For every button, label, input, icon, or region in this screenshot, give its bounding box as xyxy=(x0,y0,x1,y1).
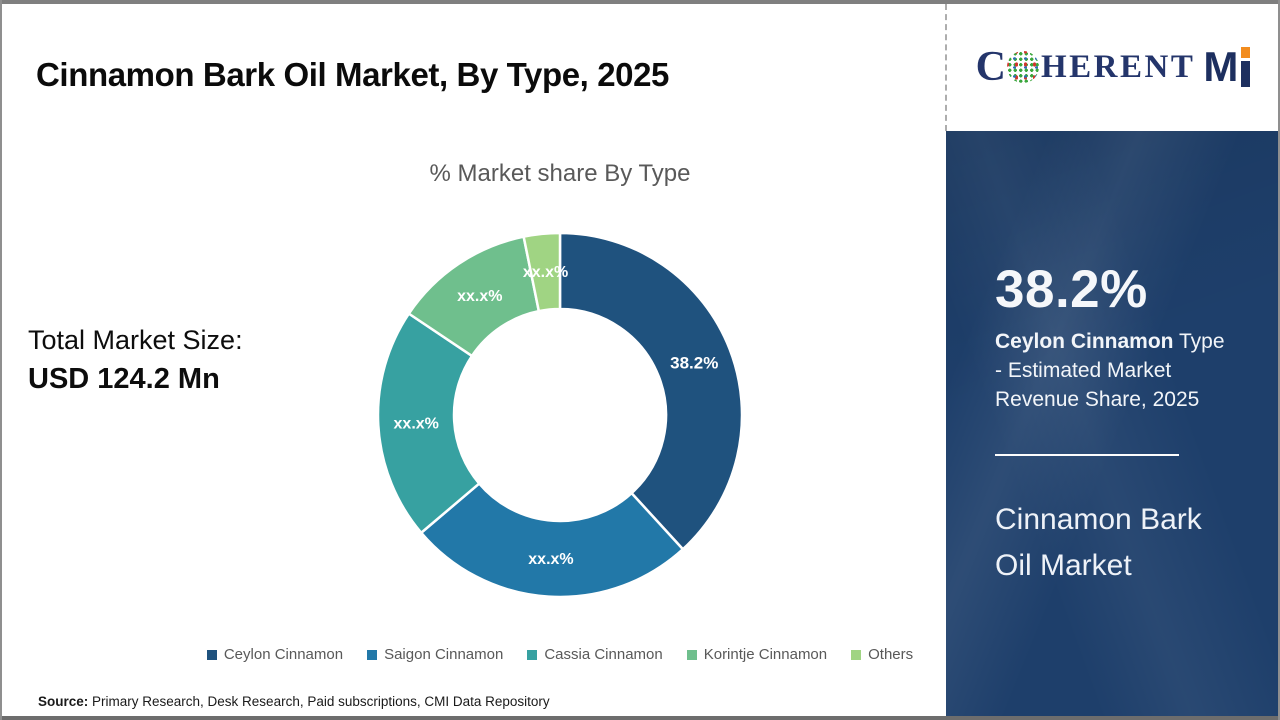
logo-letter-m: M xyxy=(1203,43,1239,90)
sidebar-stat-value: 38.2% xyxy=(995,260,1148,319)
donut-slice-ceylon-cinnamon xyxy=(558,231,744,551)
total-market-size-value: USD 124.2 Mn xyxy=(28,363,220,395)
sidebar-stat-description-bold: Ceylon Cinnamon xyxy=(995,330,1174,353)
legend-item-korintje-cinnamon: Korintje Cinnamon xyxy=(686,646,828,663)
legend-swatch-icon xyxy=(527,649,538,660)
legend-item-saigon-cinnamon: Saigon Cinnamon xyxy=(367,646,503,663)
dashed-divider xyxy=(945,4,947,131)
chart-title: % Market share By Type xyxy=(429,160,691,187)
logo-i-orange-segment xyxy=(1241,47,1251,58)
donut-chart: 38.2% xx.x% xx.x% xx.x% xx.x% xyxy=(370,225,750,605)
legend-item-ceylon-cinnamon: Ceylon Cinnamon xyxy=(206,646,344,663)
sidebar-stat-description: Ceylon Cinnamon Type - Estimated Market … xyxy=(995,327,1227,414)
page-title: Cinnamon Bark Oil Market, By Type, 2025 xyxy=(36,56,670,94)
logo-letters-herent: HERENT xyxy=(1040,48,1196,85)
legend-item-cassia-cinnamon: Cassia Cinnamon xyxy=(527,646,663,663)
side-panel-texture xyxy=(946,131,1280,716)
sidebar-market-name: Cinnamon Bark Oil Market xyxy=(995,503,1202,582)
frame-right-border xyxy=(1278,0,1280,720)
legend-swatch-icon xyxy=(686,649,697,660)
source-text: Primary Research, Desk Research, Paid su… xyxy=(88,694,550,709)
donut-slice-label: xx.x% xyxy=(457,288,502,305)
sidebar-stat-description-rest: Type - Estimated Market Revenue Share, 2… xyxy=(995,330,1225,411)
legend-label: Others xyxy=(868,646,914,663)
donut-slice-cassia-cinnamon xyxy=(376,312,481,535)
legend-label: Ceylon Cinnamon xyxy=(223,646,344,663)
donut-slice-label: xx.x% xyxy=(394,416,439,433)
donut-chart-svg: 38.2% xx.x% xx.x% xx.x% xx.x% xyxy=(376,231,744,599)
sidebar-divider xyxy=(995,454,1179,456)
donut-slice-label: xx.x% xyxy=(523,264,568,281)
total-market-size-block: Total Market Size: USD 124.2 Mn xyxy=(28,325,243,396)
source-label: Source: xyxy=(38,694,89,709)
logo-i-navy-segment xyxy=(1241,61,1251,87)
chart-legend: Ceylon Cinnamon Saigon Cinnamon Cassia Cin… xyxy=(120,646,1000,663)
total-market-size-label: Total Market Size: xyxy=(28,325,243,355)
logo-letter-c: C xyxy=(975,44,1006,90)
side-panel: 38.2% Ceylon Cinnamon Type - Estimated M… xyxy=(946,131,1280,716)
source-line: Source: Primary Research, Desk Research,… xyxy=(38,694,550,709)
logo-letter-i-mark xyxy=(1241,47,1251,87)
donut-slice-others xyxy=(522,231,562,313)
legend-label: Korintje Cinnamon xyxy=(703,646,828,663)
donut-slice-label: 38.2% xyxy=(670,353,718,372)
legend-label: Cassia Cinnamon xyxy=(544,646,663,663)
donut-slice-label: xx.x% xyxy=(528,551,573,568)
coherentmi-logo: C HERENT M xyxy=(976,46,1251,88)
frame-left-border xyxy=(0,0,2,720)
legend-swatch-icon xyxy=(206,649,217,660)
coherentmi-globe-icon xyxy=(1006,51,1039,83)
logo-box: C HERENT M xyxy=(948,4,1278,130)
legend-item-others: Others xyxy=(851,646,913,663)
frame-bottom-bar xyxy=(0,716,1280,720)
donut-slice-saigon-cinnamon xyxy=(419,482,685,599)
legend-label: Saigon Cinnamon xyxy=(384,646,504,663)
legend-swatch-icon xyxy=(367,649,378,660)
legend-swatch-icon xyxy=(851,649,862,660)
frame-top-bar xyxy=(0,0,1280,4)
